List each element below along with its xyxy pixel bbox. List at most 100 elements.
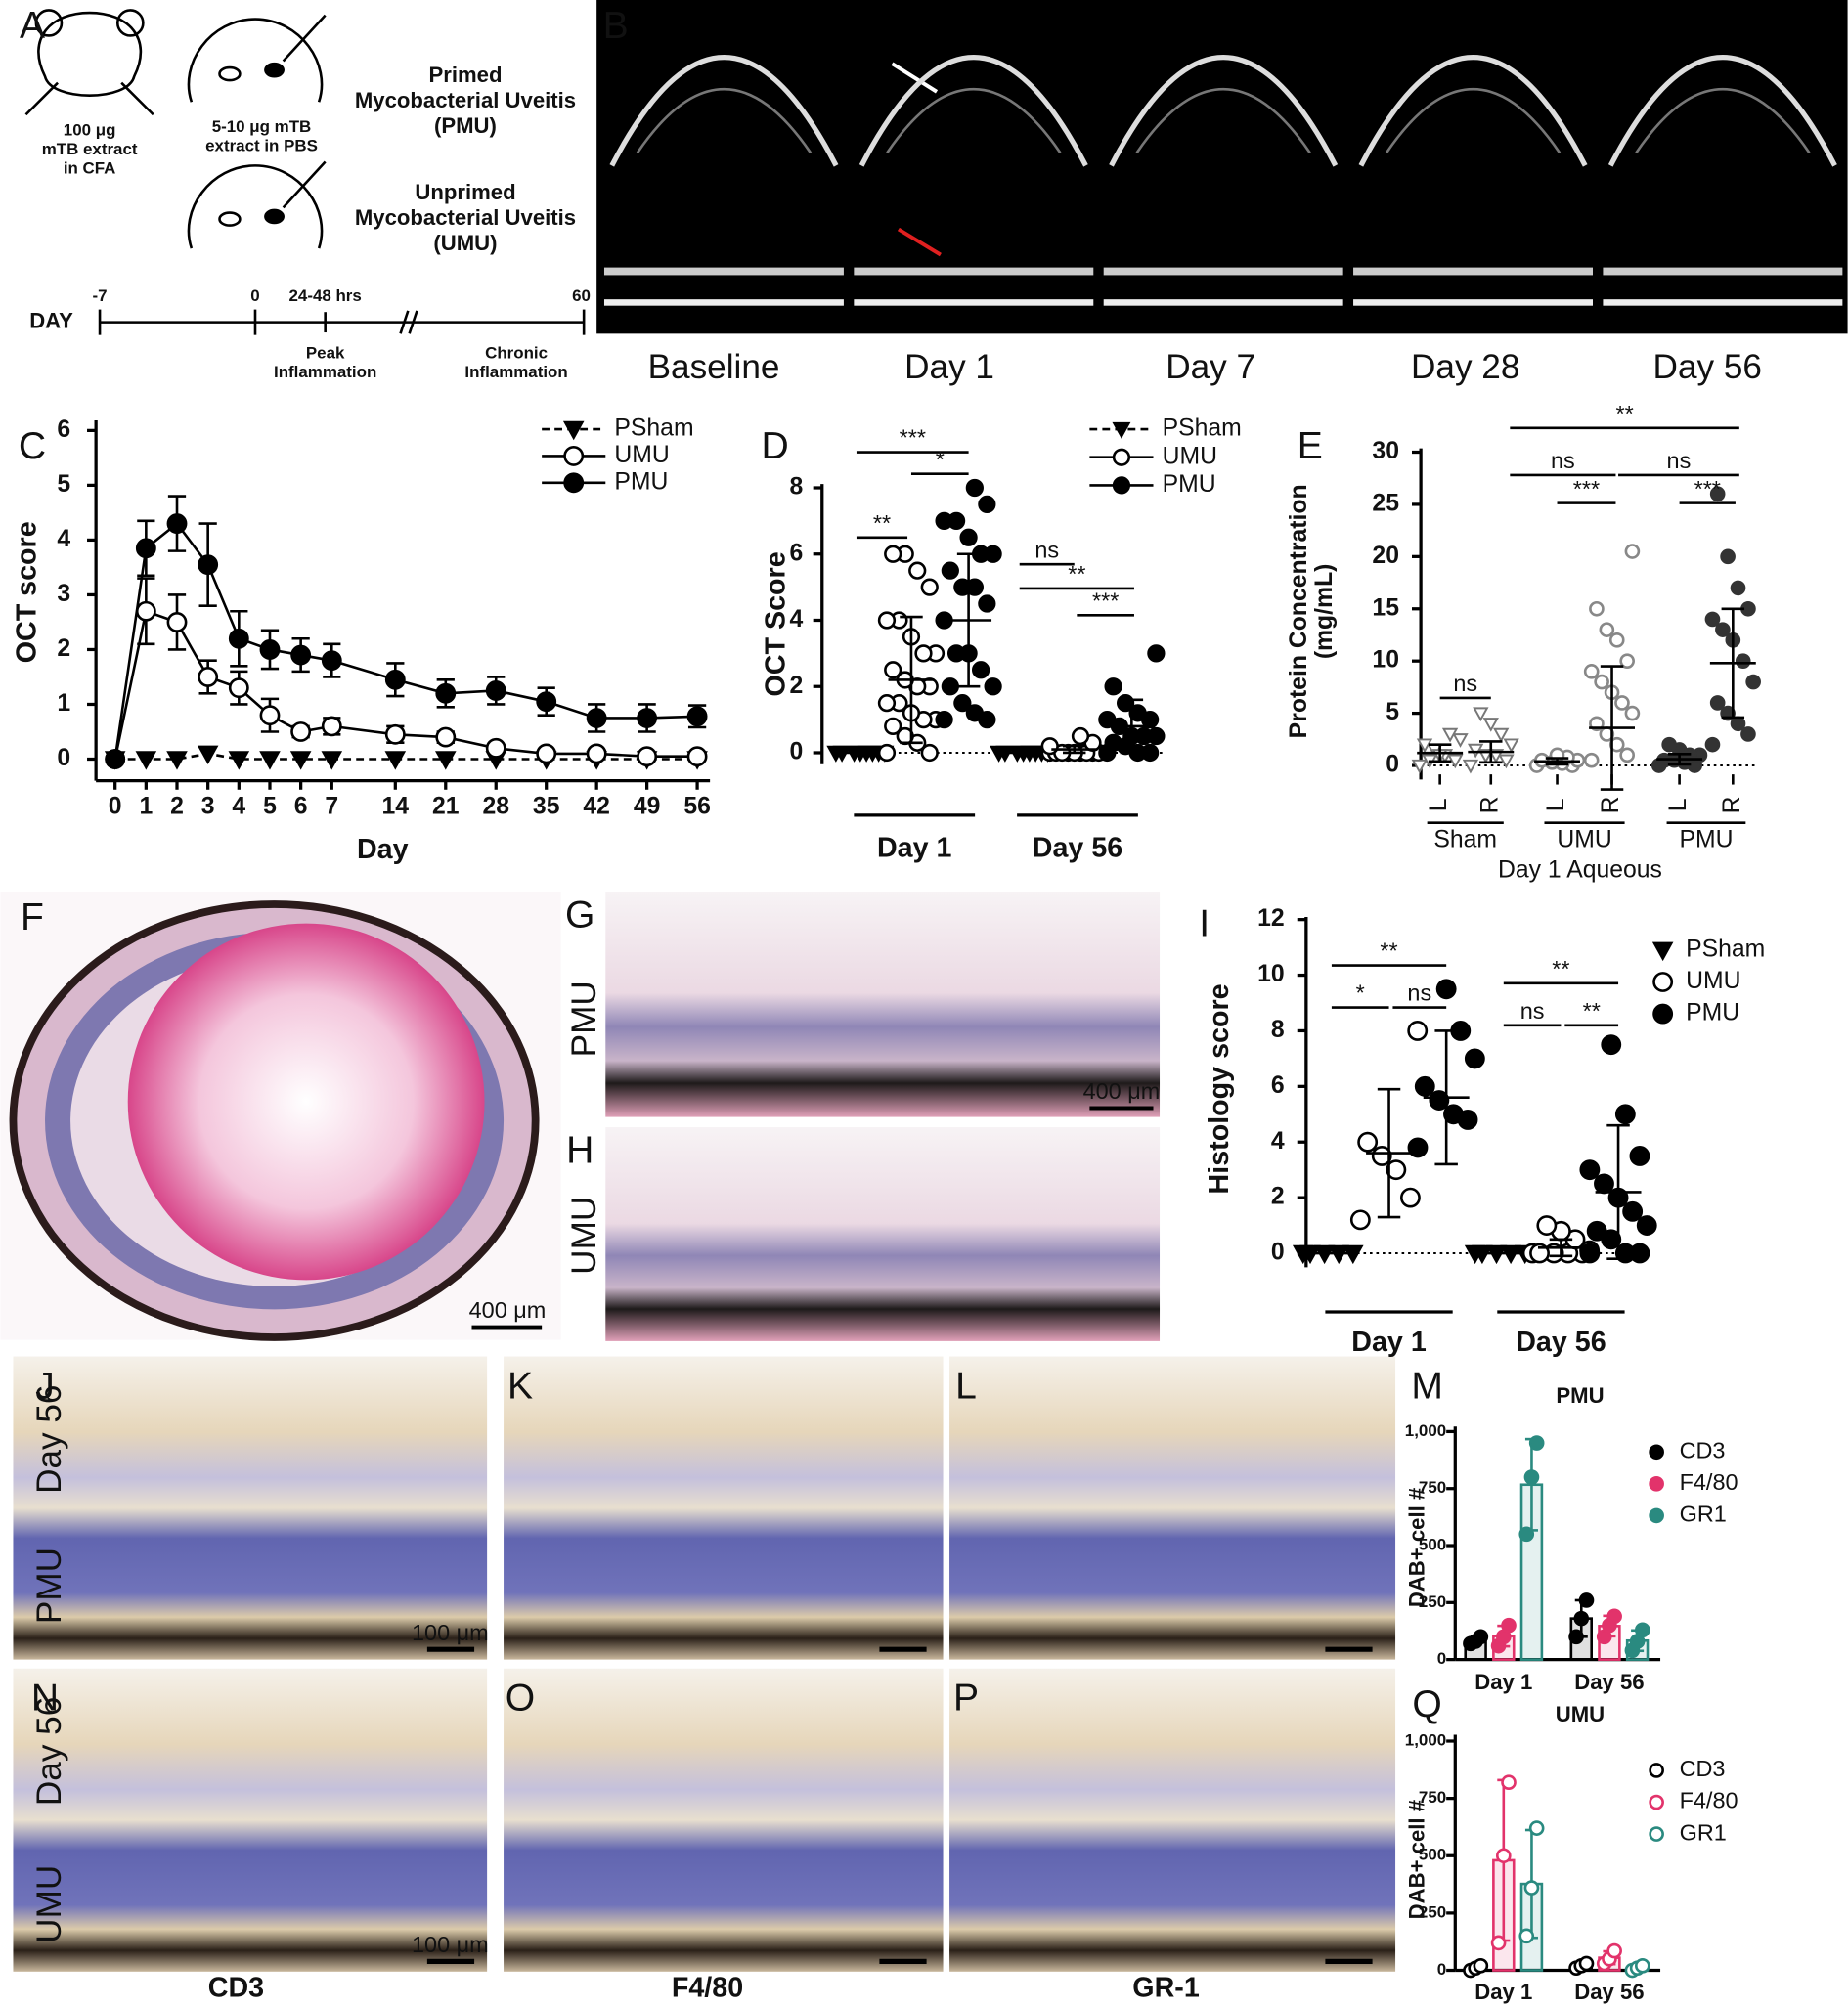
marker <box>1634 1958 1650 1974</box>
stain-label: CD3 <box>208 1973 264 2004</box>
oct-caption: Day 7 <box>1166 348 1255 386</box>
marker <box>1518 1928 1535 1944</box>
marker <box>1371 1146 1392 1166</box>
panel-letter: O <box>506 1678 535 1720</box>
scale-label: 400 μm <box>1083 1078 1161 1104</box>
timeline-tick: -7 <box>93 286 108 305</box>
marker <box>259 751 281 770</box>
marker <box>321 650 342 672</box>
x-tick-label: L <box>1543 799 1569 812</box>
timeline-tick: 0 <box>250 286 259 305</box>
oct-retina <box>603 267 844 276</box>
legend-marker <box>1649 1763 1664 1778</box>
panel-letter: J <box>35 1365 55 1407</box>
oct-retina <box>1603 267 1843 276</box>
marker <box>321 751 343 770</box>
marker <box>941 561 959 580</box>
scale-label: 100 μm <box>412 1932 489 1957</box>
oct-retina <box>1353 267 1593 276</box>
ihc-image <box>949 1356 1396 1660</box>
legend-marker <box>1651 941 1674 962</box>
significance-label: ** <box>1583 998 1601 1024</box>
y-tick-label: 10 <box>1257 961 1285 987</box>
marker <box>1624 544 1641 559</box>
y-tick-label: 0 <box>789 739 803 765</box>
marker <box>228 677 249 699</box>
marker <box>1447 754 1464 769</box>
scale-label: 400 μm <box>469 1297 547 1323</box>
timeline-note: Inflammation <box>464 363 567 381</box>
legend-label: CD3 <box>1680 1437 1726 1462</box>
ihc-image <box>13 1668 488 1972</box>
schematic-text: in CFA <box>64 159 116 178</box>
significance-label: ns <box>1520 998 1545 1024</box>
significance-label: *** <box>1573 476 1600 502</box>
marker <box>1407 1137 1429 1158</box>
group-label: Sham <box>1433 826 1497 852</box>
marker <box>1619 653 1635 669</box>
significance-label: ** <box>1380 938 1397 964</box>
significance-label: ns <box>1453 671 1477 696</box>
marker <box>1608 632 1625 648</box>
marker <box>1467 743 1484 759</box>
oct-lens <box>1385 88 1562 154</box>
y-tick-label: 4 <box>789 606 803 632</box>
y-tick-label: 6 <box>789 540 803 566</box>
panel-letter: E <box>1298 425 1323 467</box>
legend-marker <box>1112 476 1131 495</box>
oct-image <box>596 0 1848 334</box>
y-tick-label: 0 <box>57 745 70 771</box>
legend-label: PMU <box>1163 471 1216 498</box>
schematic <box>24 9 586 335</box>
legend-label: F4/80 <box>1680 1469 1738 1495</box>
marker <box>1622 1200 1644 1222</box>
x-tick-label: 21 <box>432 794 460 820</box>
marker <box>1435 979 1457 1000</box>
oct-retina <box>603 299 844 306</box>
marker <box>1536 1215 1558 1236</box>
oct-caption: Day 1 <box>904 348 994 386</box>
x-tick-label: R <box>1598 796 1624 813</box>
marker <box>1583 752 1600 768</box>
marker <box>1704 611 1721 628</box>
x-tick-label: R <box>1719 796 1745 813</box>
significance-label: *** <box>900 425 926 451</box>
marker <box>984 677 1002 696</box>
y-tick-label: 6 <box>1271 1072 1285 1099</box>
timeline-tick: 60 <box>572 286 591 305</box>
y-tick-label: 4 <box>1271 1128 1285 1155</box>
significance-label: *** <box>1092 588 1119 613</box>
marker <box>536 743 557 764</box>
marker <box>1578 1592 1595 1608</box>
panel-letter: L <box>955 1365 977 1407</box>
marker <box>1730 580 1746 596</box>
y-axis-label: DAB+ cell # <box>1404 1488 1429 1607</box>
marker <box>1071 726 1090 746</box>
y-tick-label: 750 <box>1419 1788 1446 1807</box>
significance-label: ns <box>1667 448 1692 473</box>
oct-retina <box>1603 299 1843 306</box>
legend-marker <box>1649 1444 1664 1461</box>
marker <box>1400 1187 1421 1208</box>
marker <box>135 600 156 622</box>
legend-marker <box>1649 1794 1664 1810</box>
marker <box>1606 1942 1622 1959</box>
marker <box>384 751 407 770</box>
schematic-text: (UMU) <box>433 231 497 255</box>
legend-marker <box>1649 1507 1664 1524</box>
marker <box>384 669 406 690</box>
y-tick-label: 5 <box>1386 699 1399 725</box>
y-axis-label: OCT Score <box>761 551 792 696</box>
marker <box>536 691 557 713</box>
legend-marker <box>1652 1003 1674 1025</box>
marker <box>435 726 457 748</box>
legend-label: PMU <box>614 468 668 495</box>
marker <box>166 513 188 535</box>
marker <box>485 680 506 701</box>
x-tick-label: Day 1 <box>1474 1670 1532 1694</box>
marker <box>197 745 219 765</box>
marker <box>1523 1469 1540 1485</box>
y-axis-label: (mg/mL) <box>1311 564 1338 660</box>
panel-letter: C <box>19 425 46 467</box>
